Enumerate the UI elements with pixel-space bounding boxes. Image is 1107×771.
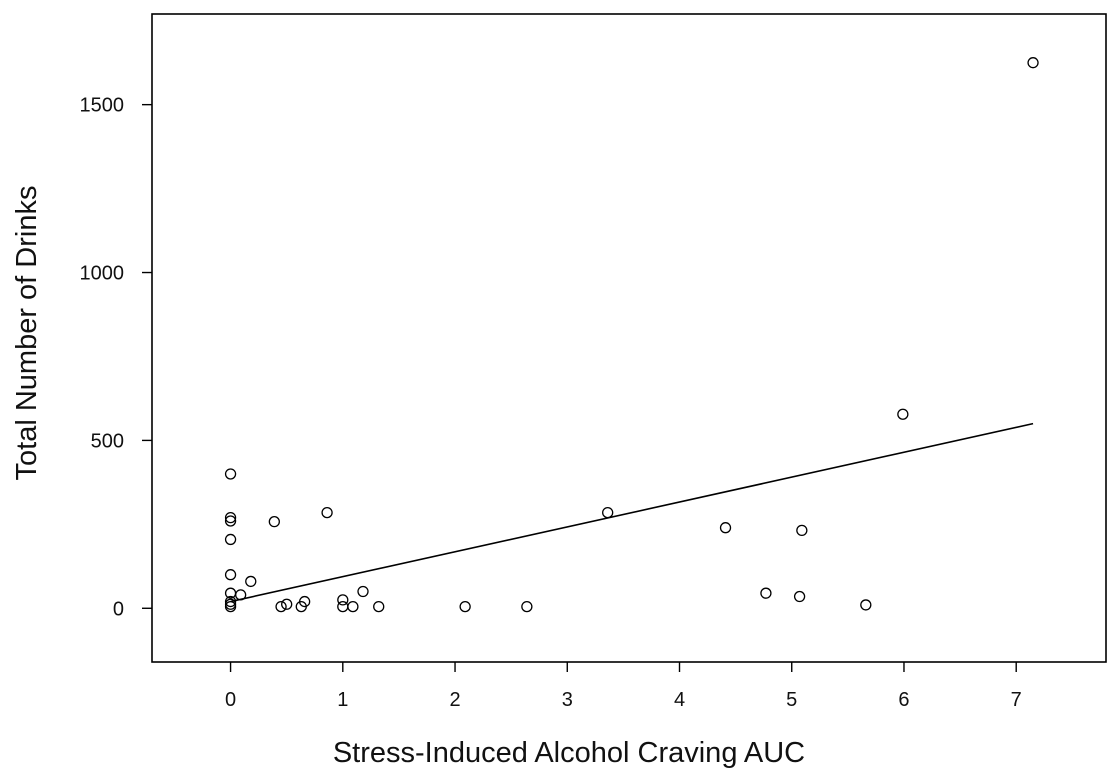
- data-point: [224, 511, 237, 524]
- data-point: [719, 522, 732, 534]
- fit-line-group: [230, 422, 1034, 603]
- y-axis: 0 500 1000 1500: [80, 95, 152, 620]
- data-point: [337, 600, 349, 613]
- regression-line: [230, 422, 1034, 603]
- data-point: [245, 575, 257, 588]
- x-tick-label: 0: [225, 689, 236, 711]
- data-points: [224, 57, 1039, 613]
- x-axis-title: Stress-Induced Alcohol Craving AUC: [333, 737, 805, 769]
- data-point: [281, 598, 293, 610]
- data-point: [860, 599, 872, 611]
- data-point: [521, 600, 533, 613]
- data-point: [1027, 57, 1039, 69]
- y-axis-title: Total Number of Drinks: [11, 186, 43, 481]
- y-tick-label: 1500: [80, 95, 125, 117]
- x-tick-label: 3: [562, 689, 573, 711]
- x-tick-label: 4: [674, 689, 685, 711]
- data-point: [275, 600, 287, 613]
- data-point: [793, 590, 806, 603]
- y-tick-label: 1000: [80, 263, 125, 285]
- data-point: [224, 468, 237, 480]
- x-tick-label: 7: [1011, 689, 1022, 711]
- x-axis: 0 1 2 3 4 5 6 7: [225, 662, 1022, 711]
- data-point: [796, 524, 808, 537]
- data-point: [224, 600, 237, 613]
- data-point: [321, 506, 333, 519]
- x-tick-label: 5: [786, 689, 797, 711]
- data-point: [760, 587, 772, 599]
- data-point: [357, 585, 369, 598]
- data-point: [459, 600, 471, 613]
- data-point: [224, 569, 237, 581]
- data-point: [298, 595, 311, 608]
- data-point: [373, 600, 385, 613]
- data-point: [347, 600, 359, 613]
- y-tick-label: 500: [91, 430, 124, 452]
- data-point: [224, 533, 237, 546]
- data-point: [337, 594, 349, 606]
- x-tick-label: 2: [449, 689, 460, 711]
- data-point: [224, 595, 237, 608]
- data-point: [897, 408, 909, 420]
- data-point: [602, 506, 614, 519]
- y-tick-label: 0: [113, 598, 124, 620]
- data-point: [268, 516, 280, 528]
- data-point: [235, 589, 247, 601]
- data-point: [224, 515, 237, 527]
- x-tick-label: 1: [337, 689, 348, 711]
- plot-frame: [151, 13, 1107, 663]
- x-tick-label: 6: [898, 689, 909, 711]
